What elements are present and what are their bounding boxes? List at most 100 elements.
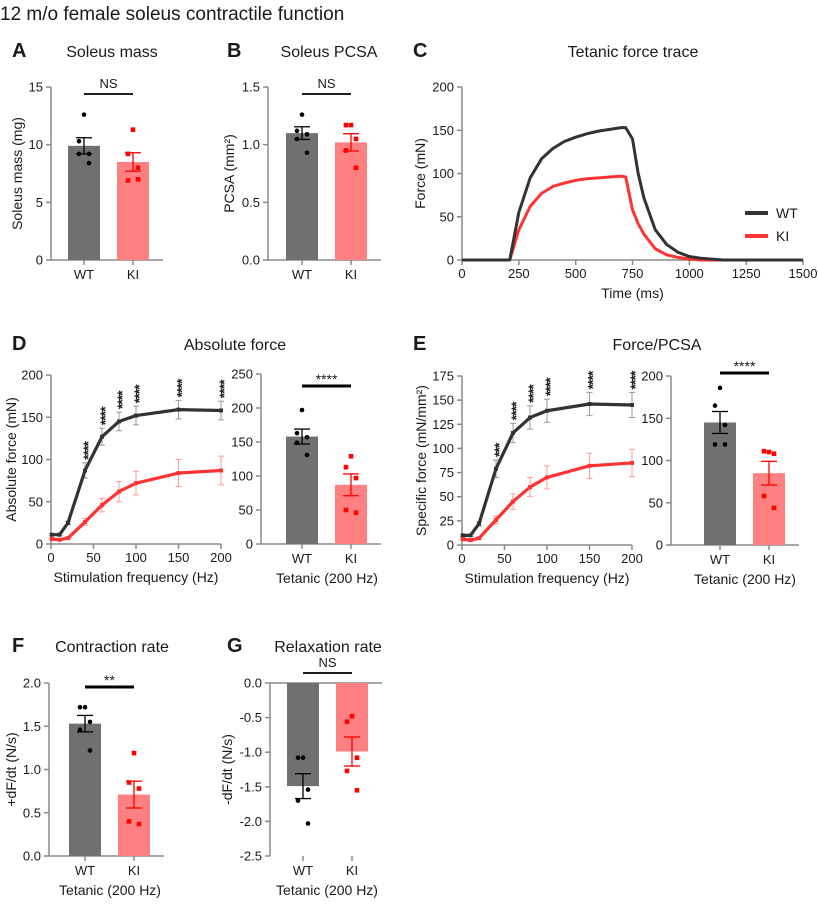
y-tick-label: 0 <box>36 537 43 552</box>
y-tick-label: -2.0 <box>240 814 262 829</box>
x-tick-label: WT <box>293 863 313 878</box>
data-marker <box>66 520 70 525</box>
data-marker <box>511 430 515 435</box>
data-point <box>125 151 131 157</box>
data-marker <box>477 521 481 526</box>
data-point <box>76 138 82 144</box>
y-tick-label: 100 <box>21 452 43 467</box>
data-point <box>343 464 349 470</box>
data-marker <box>494 517 498 522</box>
y-tick-label: 50 <box>440 489 454 504</box>
data-point <box>712 442 718 447</box>
panel-title: Contraction rate <box>55 639 169 656</box>
y-tick-label: 0.0 <box>23 849 41 864</box>
x-tick-label: 100 <box>125 550 147 565</box>
data-point <box>354 755 360 761</box>
data-point <box>304 150 310 156</box>
data-marker <box>57 532 62 537</box>
data-point <box>771 505 777 511</box>
y-tick-label: -1.0 <box>240 745 262 760</box>
data-point <box>348 122 354 128</box>
x-axis-label: Tetanic (200 Hz) <box>694 571 796 587</box>
significance-label: **** <box>316 371 338 387</box>
x-tick-label: WT <box>292 551 312 566</box>
data-marker <box>460 533 465 538</box>
data-point <box>771 451 777 457</box>
data-marker <box>134 413 138 418</box>
y-tick-label: 150 <box>641 411 663 426</box>
y-tick-label: 150 <box>432 393 454 408</box>
data-point <box>125 178 131 183</box>
panel-title: Tetanic force trace <box>568 44 699 61</box>
panel-letter: F <box>12 635 24 657</box>
x-axis-label: Tetanic (200 Hz) <box>276 882 378 898</box>
significance-label: **** <box>734 358 756 374</box>
data-marker <box>117 489 121 494</box>
y-tick-label: 250 <box>231 367 253 382</box>
data-point <box>136 786 142 791</box>
x-axis-label: Stimulation frequency (Hz) <box>54 569 219 585</box>
x-tick-label: KI <box>128 863 140 878</box>
data-point <box>343 507 349 513</box>
y-axis-label: +dF/dt (N/s) <box>3 732 19 806</box>
panel-letter: A <box>12 40 26 62</box>
y-tick-label: 75 <box>440 465 454 480</box>
data-point <box>344 768 350 774</box>
data-point <box>131 750 137 756</box>
data-point <box>717 385 723 391</box>
data-point <box>294 128 300 134</box>
data-marker <box>460 537 465 542</box>
data-point <box>761 448 767 454</box>
data-marker <box>134 481 138 486</box>
y-axis-label: Absolute force (mN) <box>3 397 19 521</box>
data-point <box>135 165 141 171</box>
figure-title: 12 m/o female soleus contractile functio… <box>0 4 344 25</box>
data-marker <box>528 485 532 490</box>
x-tick-label: 0 <box>47 550 54 565</box>
data-marker <box>49 532 54 537</box>
significance-label: NS <box>99 76 117 91</box>
data-marker <box>494 466 498 471</box>
data-marker <box>545 475 549 480</box>
data-point <box>299 407 305 413</box>
y-tick-label: 5 <box>36 195 43 210</box>
y-tick-label: 50 <box>649 495 663 510</box>
data-point <box>353 510 359 516</box>
data-point <box>305 787 311 792</box>
y-axis-label: Soleus mass (mg) <box>9 117 25 230</box>
y-tick-label: 0 <box>36 253 43 268</box>
significance-label: **** <box>131 384 147 403</box>
data-marker <box>117 419 121 424</box>
data-marker <box>57 537 62 542</box>
data-marker <box>468 533 473 538</box>
x-axis-label: Tetanic (200 Hz) <box>59 882 161 898</box>
y-tick-label: 25 <box>440 513 454 528</box>
x-tick-label: WT <box>75 863 95 878</box>
significance-label: ** <box>104 672 115 688</box>
data-point <box>761 493 767 499</box>
data-point <box>87 748 93 753</box>
data-marker <box>100 434 104 439</box>
data-point <box>305 821 311 826</box>
bar-ki <box>117 161 149 260</box>
x-tick-label: 750 <box>622 266 644 281</box>
y-axis-label: Force (mN) <box>412 138 428 209</box>
data-point <box>294 430 300 436</box>
panel-letter: D <box>12 333 26 355</box>
data-marker <box>528 415 532 420</box>
x-axis-label: Tetanic (200 Hz) <box>276 570 378 586</box>
significance-label: **** <box>525 384 541 403</box>
y-tick-label: 50 <box>29 494 43 509</box>
significance-label: NS <box>317 76 335 91</box>
wt-trace <box>462 126 803 262</box>
data-point <box>77 727 83 733</box>
y-tick-label: 100 <box>432 166 454 181</box>
x-tick-label: WT <box>292 267 312 282</box>
significance-label: **** <box>97 406 113 425</box>
x-tick-label: KI <box>345 551 357 566</box>
panel-letter: C <box>413 40 427 62</box>
y-tick-label: 0.5 <box>242 195 260 210</box>
data-point <box>349 713 355 719</box>
x-tick-label: 0 <box>458 551 465 566</box>
